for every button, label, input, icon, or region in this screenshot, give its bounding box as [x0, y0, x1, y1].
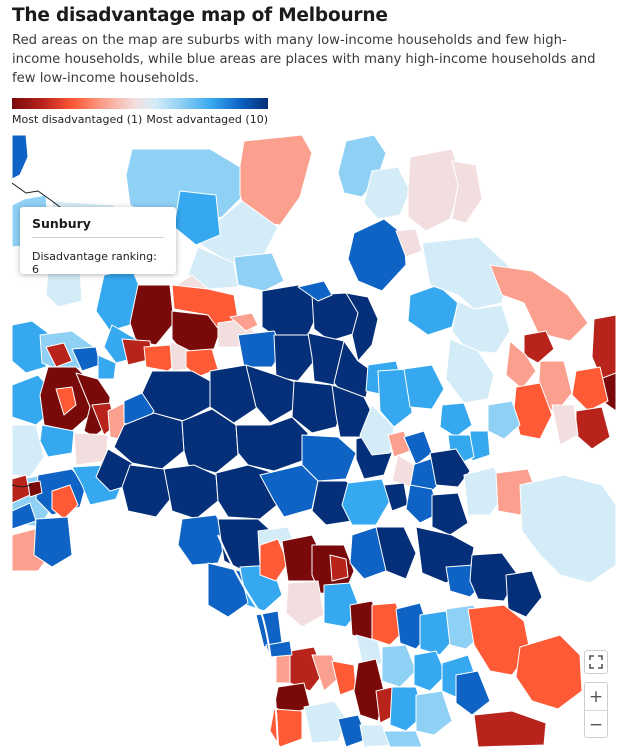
suburb-region[interactable] [97, 354, 117, 380]
suburb-region[interactable] [363, 166, 411, 220]
suburb-region[interactable] [239, 135, 313, 226]
suburb-region[interactable] [571, 366, 609, 412]
color-legend: Most disadvantaged (1) Most advantaged (… [12, 98, 268, 126]
suburb-region[interactable] [285, 580, 325, 628]
page-subtitle: Red areas on the map are suburbs with ma… [12, 33, 596, 86]
suburb-region[interactable] [469, 552, 519, 602]
suburb-region[interactable] [163, 464, 219, 520]
suburb-region[interactable] [129, 284, 175, 346]
suburb-region[interactable] [377, 368, 413, 428]
suburb-region[interactable] [51, 484, 79, 520]
suburb-region[interactable] [445, 338, 495, 404]
suburb-region[interactable] [575, 406, 611, 450]
suburb-region[interactable] [487, 400, 521, 440]
suburb-region[interactable] [233, 252, 285, 292]
suburb-region[interactable] [371, 602, 405, 646]
fullscreen-button[interactable] [584, 650, 608, 674]
suburb-region[interactable] [229, 312, 259, 332]
suburb-region[interactable] [489, 264, 589, 342]
legend-max-label: Most advantaged (10) [146, 113, 268, 126]
suburb-region[interactable] [269, 708, 303, 747]
suburb-region[interactable] [505, 340, 537, 390]
suburb-region[interactable] [519, 474, 616, 584]
fullscreen-icon [589, 655, 603, 669]
suburb-region[interactable] [185, 348, 219, 378]
boundary-line [12, 484, 33, 488]
suburb-region[interactable] [173, 190, 221, 246]
suburb-region[interactable] [523, 330, 555, 364]
suburb-region[interactable] [403, 364, 445, 410]
suburb-region[interactable] [381, 644, 417, 688]
choropleth-map[interactable] [12, 135, 616, 747]
suburb-region[interactable] [235, 416, 309, 472]
suburb-region[interactable] [181, 408, 239, 474]
suburb-region[interactable] [391, 454, 415, 488]
suburb-region[interactable] [431, 492, 469, 536]
tooltip-ranking: Disadvantage ranking: 6 [32, 250, 157, 276]
suburb-region[interactable] [505, 570, 543, 618]
page-title: The disadvantage map of Melbourne [12, 5, 388, 26]
legend-gradient [12, 98, 268, 109]
suburb-region[interactable] [12, 424, 45, 478]
suburb-region[interactable] [177, 514, 229, 566]
zoom-out-button[interactable]: − [585, 710, 607, 738]
suburb-region[interactable] [297, 280, 333, 302]
suburb-region[interactable] [515, 634, 583, 710]
suburb-region[interactable] [421, 236, 511, 310]
suburb-region[interactable] [265, 640, 293, 658]
suburb-region[interactable] [473, 710, 547, 747]
map-regions [12, 135, 616, 747]
suburb-region[interactable] [419, 610, 455, 656]
suburb-region[interactable] [415, 690, 453, 736]
suburb-region[interactable] [33, 516, 73, 568]
suburb-region[interactable] [55, 386, 77, 416]
suburb-region[interactable] [331, 384, 373, 438]
suburb-region[interactable] [273, 334, 317, 382]
coastline [217, 534, 279, 747]
tooltip-suburb-name: Sunbury [32, 216, 164, 238]
suburb-region[interactable] [12, 135, 29, 180]
suburb-region[interactable] [451, 300, 511, 354]
suburb-region[interactable] [329, 554, 349, 582]
suburb-region[interactable] [45, 342, 73, 368]
suburb-region[interactable] [551, 404, 579, 446]
suburb-region[interactable] [259, 538, 289, 582]
suburb-region[interactable] [333, 340, 373, 398]
suburb-region[interactable] [353, 658, 385, 722]
suburb-region[interactable] [113, 412, 185, 470]
suburb-region[interactable] [12, 320, 49, 374]
suburb-region[interactable] [413, 650, 447, 692]
suburb-region[interactable] [187, 246, 239, 290]
suburb-region[interactable] [455, 670, 491, 716]
suburb-region[interactable] [359, 404, 395, 456]
suburb-region[interactable] [331, 660, 357, 696]
suburb-region[interactable] [95, 448, 133, 492]
legend-min-label: Most disadvantaged (1) [12, 113, 143, 126]
suburb-region[interactable] [341, 478, 391, 526]
zoom-controls: + − [584, 682, 608, 738]
suburb-region[interactable] [375, 526, 417, 580]
zoom-in-button[interactable]: + [588, 686, 604, 707]
map-canvas[interactable] [12, 135, 616, 747]
suburb-region[interactable] [439, 402, 473, 438]
suburb-region[interactable] [345, 292, 379, 362]
suburb-region[interactable] [383, 730, 423, 747]
suburb-region[interactable] [395, 228, 423, 258]
suburb-region[interactable] [407, 148, 463, 232]
suburb-tooltip: Sunbury Disadvantage ranking: 6 [20, 207, 176, 276]
suburb-region[interactable] [347, 218, 407, 292]
suburb-region[interactable] [383, 482, 409, 512]
suburb-region[interactable] [39, 424, 75, 458]
suburb-region[interactable] [451, 160, 483, 224]
